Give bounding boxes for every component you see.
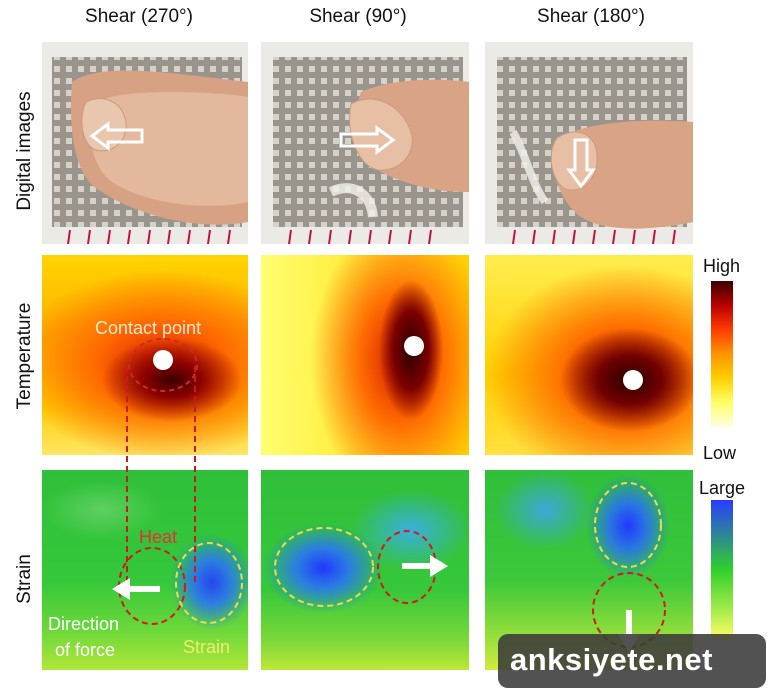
strain-colorbar [711,500,733,640]
column-title-shear-270: Shear (270°) [85,6,193,27]
heat-label: Heat [139,527,178,547]
temperature-colorbar [711,281,733,427]
watermark-background [498,634,766,688]
column-title-shear-90: Shear (90°) [309,6,407,27]
contact-point-label: Contact point [95,318,202,338]
strain-map-shear-270 [42,470,248,670]
digital-image-shear-270 [42,42,248,244]
arrow-right-icon [339,125,396,155]
temperature-legend-low-label: Low [703,443,737,463]
arrow-left-icon [89,121,144,151]
force-arrow-left-icon [112,578,160,600]
arrow-down-icon [566,138,596,189]
contact-point-circle-270 [128,338,198,392]
contact-point-marker-180 [623,370,643,390]
digital-image-shear-180 [485,42,693,244]
watermark-text: anksiyete.net [510,642,713,677]
strain-annotation-label: Strain [183,637,231,657]
temperature-map-shear-90 [261,255,469,455]
heat-circle-180 [592,572,666,648]
digital-image-shear-90 [261,42,469,244]
contact-point-marker-90 [404,336,424,356]
strain-circle-270 [175,542,243,624]
strain-legend-large-label: Large [699,478,746,498]
contact-point-marker-270 [153,350,173,370]
direction-of-force-label-line2: of force [55,640,116,660]
temperature-legend-high-label: High [703,256,741,276]
temperature-map-shear-180 [485,255,693,455]
temperature-map-shear-270 [42,255,248,455]
column-title-shear-180: Shear (180°) [537,6,645,27]
direction-of-force-label-line1: Direction [48,614,120,634]
strain-circle-180 [594,482,662,568]
force-arrow-right-icon [402,555,448,577]
strain-circle-90 [274,527,374,607]
